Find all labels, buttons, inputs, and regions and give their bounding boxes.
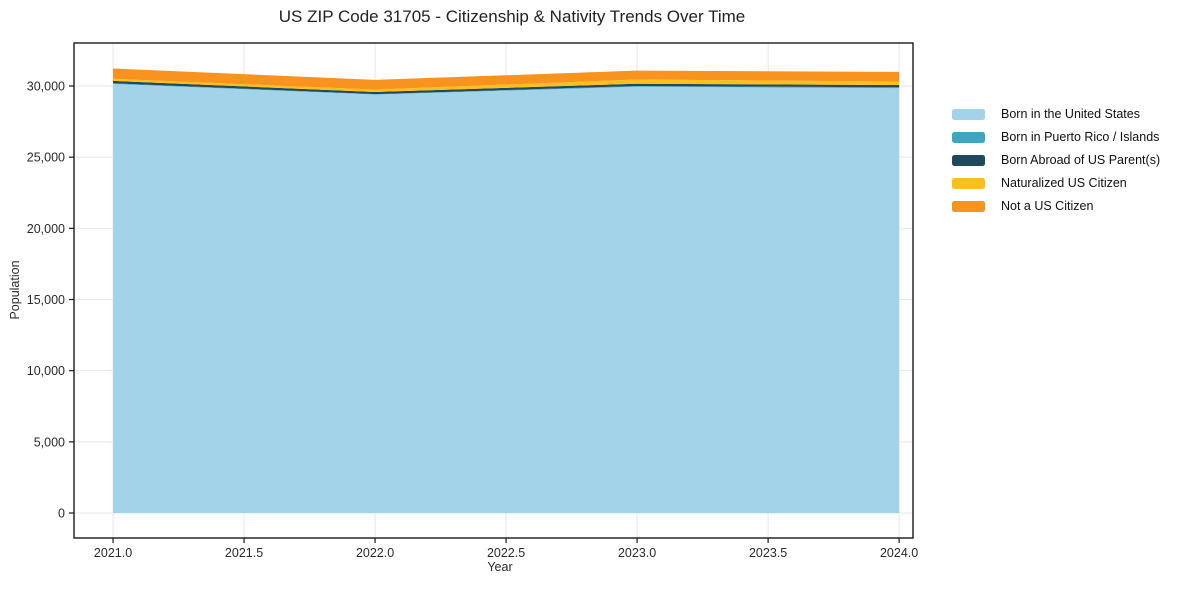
x-tick-label: 2024.0 (880, 546, 918, 560)
legend-item: Born Abroad of US Parent(s) (952, 153, 1160, 167)
y-axis-label: Population (8, 260, 22, 320)
y-tick-label: 25,000 (27, 151, 65, 165)
x-tick-label: 2023.5 (749, 546, 787, 560)
area-series-1 (113, 83, 900, 95)
legend-item: Born in Puerto Rico / Islands (952, 130, 1160, 144)
legend-item: Born in the United States (952, 107, 1160, 121)
legend-label: Not a US Citizen (1001, 199, 1094, 213)
legend-swatch (952, 154, 985, 166)
legend-label: Born Abroad of US Parent(s) (1001, 153, 1161, 167)
legend-item: Naturalized US Citizen (952, 176, 1160, 190)
y-tick-label: 5,000 (34, 435, 65, 449)
y-tick-label: 30,000 (27, 80, 65, 94)
area-series-4 (113, 68, 900, 90)
area-series-3 (113, 78, 900, 92)
area-series-2 (113, 80, 900, 95)
x-axis-label: Year (487, 560, 513, 574)
x-tick-label: 2022.0 (356, 546, 394, 560)
plot-border (73, 42, 914, 539)
legend-swatch (952, 200, 985, 212)
y-tick-label: 0 (58, 507, 65, 521)
area-series-0 (113, 83, 900, 514)
y-tick-label: 10,000 (27, 364, 65, 378)
legend-label: Born in Puerto Rico / Islands (1001, 130, 1160, 144)
x-tick-label: 2022.5 (487, 546, 525, 560)
legend-label: Born in the United States (1001, 107, 1140, 121)
y-tick-label: 15,000 (27, 293, 65, 307)
legend-label: Naturalized US Citizen (1001, 176, 1127, 190)
y-tick-label: 20,000 (27, 222, 65, 236)
x-tick-label: 2021.5 (225, 546, 263, 560)
x-tick-label: 2023.0 (618, 546, 656, 560)
legend-swatch (952, 108, 985, 120)
x-tick-label: 2021.0 (94, 546, 132, 560)
chart-title: US ZIP Code 31705 - Citizenship & Nativi… (278, 7, 746, 26)
legend-item: Not a US Citizen (952, 199, 1160, 213)
legend-swatch (952, 177, 985, 189)
legend: Born in the United States Born in Puerto … (952, 107, 1160, 213)
legend-swatch (952, 131, 985, 143)
